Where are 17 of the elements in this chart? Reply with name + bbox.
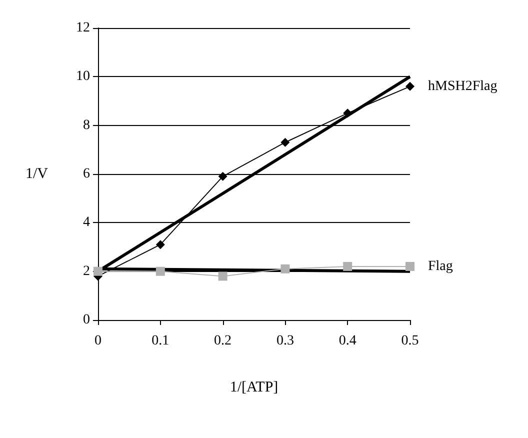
x-tick-label: 0.4 [338,334,356,348]
x-tick-label: 0.2 [214,334,232,348]
x-tick-label: 0.5 [401,334,419,348]
x-tick-label: 0 [94,334,102,348]
y-axis-title: 1/V [26,166,48,182]
series-label: Flag [428,258,453,274]
y-tick-label: 4 [83,215,90,230]
x-tick-label: 0.1 [152,334,170,348]
y-tick-label: 2 [83,264,90,279]
y-tick-label: 12 [76,20,90,36]
y-tick-label: 6 [83,166,90,182]
y-tick-label: 8 [83,118,90,133]
x-axis-title: 1/[ATP] [230,380,278,396]
series-label: hMSH2Flag [428,78,498,94]
x-tick-label: 0.3 [276,334,294,348]
y-tick-label: 0 [83,312,90,328]
y-tick-label: 10 [76,69,90,84]
